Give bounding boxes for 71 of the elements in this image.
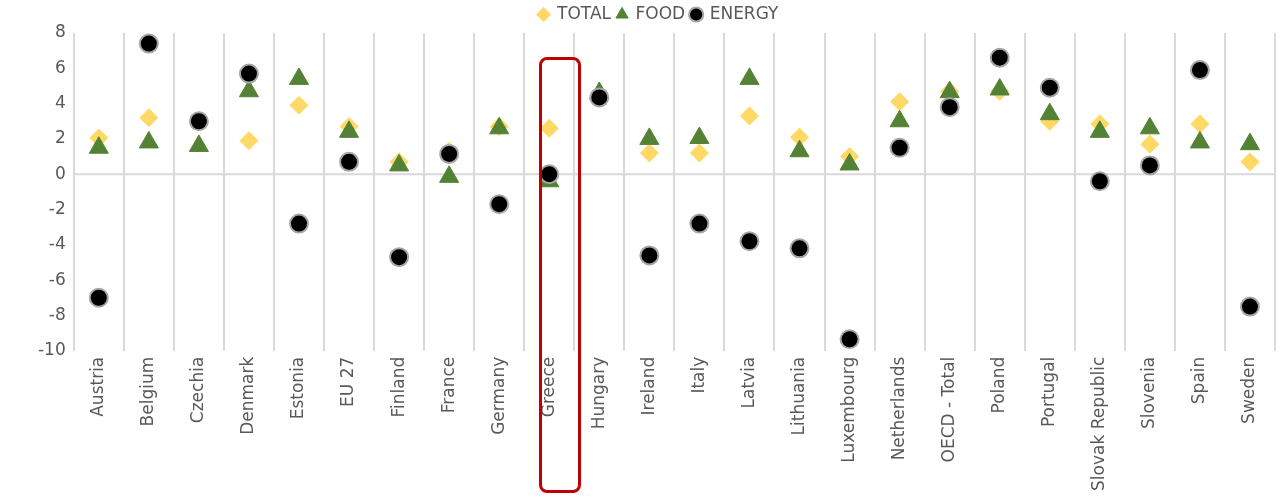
y-tick-label: 4 [54, 92, 66, 113]
point [689, 213, 710, 234]
point [1140, 134, 1160, 154]
y-tick-label: -2 [48, 197, 66, 218]
point [889, 137, 910, 158]
x-tick-label: Finland [387, 356, 408, 418]
point [138, 33, 159, 54]
point [1139, 155, 1160, 176]
y-tick-label: -4 [48, 233, 66, 254]
x-tick-label: Estonia [287, 356, 308, 420]
x-tick-label: Germany [487, 356, 508, 435]
point [239, 131, 259, 151]
x-tick-label: Ireland [637, 356, 658, 416]
x-tick-label: Slovenia [1138, 356, 1159, 430]
point [639, 245, 660, 266]
point [289, 213, 309, 234]
legend-label: TOTAL [556, 2, 612, 23]
x-tick-label: Poland [988, 356, 1009, 414]
point [489, 194, 510, 215]
x-tick-label: Netherlands [888, 356, 909, 461]
legend-label: ENERGY [709, 2, 780, 23]
x-tick-label: Portugal [1038, 356, 1059, 428]
point [989, 47, 1010, 68]
y-tick-label: -6 [48, 268, 66, 289]
x-tick-label: Greece [537, 356, 558, 418]
x-tick-label: Sweden [1238, 356, 1259, 424]
point [589, 87, 610, 108]
point [1189, 60, 1210, 81]
y-tick-label: -8 [48, 303, 66, 324]
point [1239, 296, 1260, 317]
point [689, 143, 709, 163]
x-tick-label: OECD - Total [938, 356, 959, 463]
point [939, 97, 960, 118]
point [188, 111, 209, 132]
point [739, 106, 759, 126]
legend-label: FOOD [635, 2, 686, 23]
y-tick-label: -10 [37, 339, 66, 360]
x-tick-label: Italy [687, 356, 708, 394]
point [739, 231, 760, 252]
point [88, 287, 109, 308]
y-tick-label: 6 [54, 56, 66, 77]
point [1190, 114, 1210, 134]
point [890, 92, 910, 112]
y-tick-label: 0 [54, 162, 66, 183]
point [289, 95, 309, 115]
point [1240, 152, 1260, 172]
x-tick-label: Hungary [587, 356, 608, 430]
x-tick-label: Slovak Republic [1088, 356, 1109, 492]
point [539, 164, 560, 185]
point [339, 151, 360, 172]
point [1039, 77, 1060, 98]
x-tick-label: Spain [1188, 356, 1209, 405]
x-tick-label: Czechia [187, 356, 208, 424]
point [1089, 171, 1110, 192]
x-tick-label: Austria [87, 356, 108, 417]
x-tick-label: Belgium [137, 356, 158, 427]
y-tick-label: 8 [54, 21, 66, 42]
x-tick-label: EU 27 [337, 356, 358, 407]
x-tick-label: France [437, 356, 458, 414]
point [839, 329, 860, 350]
point [139, 108, 159, 128]
point [238, 63, 259, 84]
x-tick-label: Lithuania [787, 356, 808, 436]
point [539, 118, 559, 138]
point [389, 247, 410, 268]
x-tick-label: Denmark [237, 356, 258, 435]
point [789, 238, 810, 259]
x-tick-label: Luxembourg [837, 356, 858, 463]
y-tick-label: 2 [54, 127, 66, 148]
point [639, 143, 659, 163]
x-tick-label: Latvia [737, 356, 758, 409]
